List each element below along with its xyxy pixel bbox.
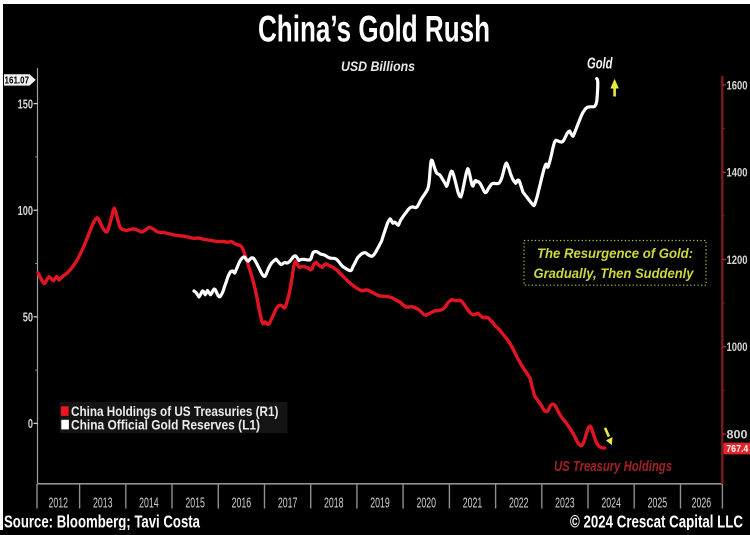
svg-text:China Official Gold Reserves (: China Official Gold Reserves (L1) (71, 416, 260, 432)
svg-text:2021: 2021 (463, 495, 483, 512)
svg-text:© 2024 Crescat Capital LLC: © 2024 Crescat Capital LLC (570, 512, 743, 531)
svg-text:100: 100 (18, 203, 33, 218)
svg-text:The Resurgence of Gold:: The Resurgence of Gold: (537, 245, 693, 261)
svg-text:0: 0 (28, 416, 33, 431)
svg-text:2020: 2020 (416, 495, 436, 512)
svg-text:800: 800 (727, 427, 748, 441)
svg-text:2017: 2017 (278, 495, 298, 512)
svg-text:USD Billions: USD Billions (341, 58, 415, 74)
svg-text:2015: 2015 (185, 495, 205, 512)
svg-text:Gold: Gold (587, 55, 613, 72)
svg-text:50: 50 (23, 310, 33, 325)
svg-text:2016: 2016 (232, 495, 252, 512)
svg-text:2023: 2023 (555, 495, 575, 512)
svg-text:1600: 1600 (727, 78, 748, 92)
svg-text:2012: 2012 (49, 495, 69, 512)
svg-text:2019: 2019 (370, 495, 390, 512)
svg-text:1400: 1400 (727, 166, 748, 180)
svg-text:150: 150 (18, 96, 33, 111)
svg-text:2025: 2025 (648, 495, 668, 512)
svg-text:2022: 2022 (509, 495, 529, 512)
svg-text:2013: 2013 (93, 495, 113, 512)
svg-text:2018: 2018 (324, 495, 344, 512)
svg-text:1200: 1200 (727, 253, 748, 267)
svg-text:China’s Gold Rush: China’s Gold Rush (258, 9, 490, 50)
svg-text:2026: 2026 (692, 495, 712, 512)
svg-text:2024: 2024 (601, 495, 621, 512)
svg-text:2014: 2014 (139, 495, 159, 512)
svg-text:161.07: 161.07 (5, 75, 30, 87)
svg-text:US Treasury Holdings: US Treasury Holdings (554, 459, 672, 475)
svg-text:Gradually, Then Suddenly: Gradually, Then Suddenly (534, 265, 695, 281)
svg-text:1000: 1000 (727, 340, 748, 354)
svg-text:Source: Bloomberg; Tavi Costa: Source: Bloomberg; Tavi Costa (4, 512, 200, 531)
svg-text:767.4: 767.4 (726, 443, 748, 455)
